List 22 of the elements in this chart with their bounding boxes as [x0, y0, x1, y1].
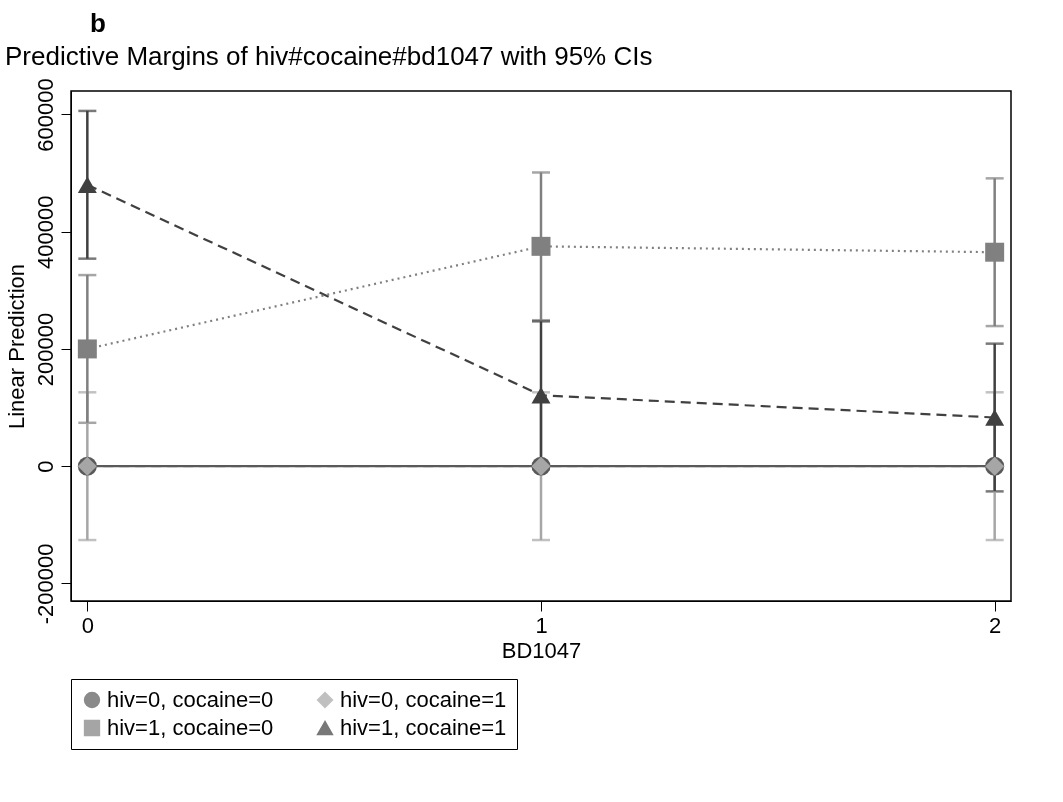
point: [985, 409, 1005, 426]
y-tick-label: -200000: [32, 543, 58, 625]
point: [77, 176, 97, 194]
chart-title: Predictive Margins of hiv#cocaine#bd1047 with 95% CIs: [5, 40, 653, 71]
point: [77, 339, 97, 359]
y-tick-label: 600000: [32, 78, 58, 152]
text: b: [90, 8, 106, 38]
point: [985, 242, 1005, 262]
x-axis-title: BD1047: [501, 637, 582, 663]
legend-label: hiv=0, cocaine=0: [107, 687, 274, 712]
y-tick-label: 400000: [32, 195, 58, 269]
legend-label: hiv=1, cocaine=0: [107, 715, 274, 740]
y-tick-label: 0: [32, 460, 58, 473]
x-tick-label: 1: [535, 612, 548, 638]
x-tick-label: 2: [989, 612, 1002, 638]
legend-label: hiv=1, cocaine=1: [340, 715, 507, 740]
point: [531, 236, 551, 256]
y-axis-title: Linear Prediction: [3, 263, 29, 430]
y-tick-label: 200000: [32, 312, 58, 387]
point: [531, 387, 551, 404]
legend-label: hiv=0, cocaine=1: [340, 687, 507, 712]
x-tick-label: 0: [81, 612, 94, 638]
